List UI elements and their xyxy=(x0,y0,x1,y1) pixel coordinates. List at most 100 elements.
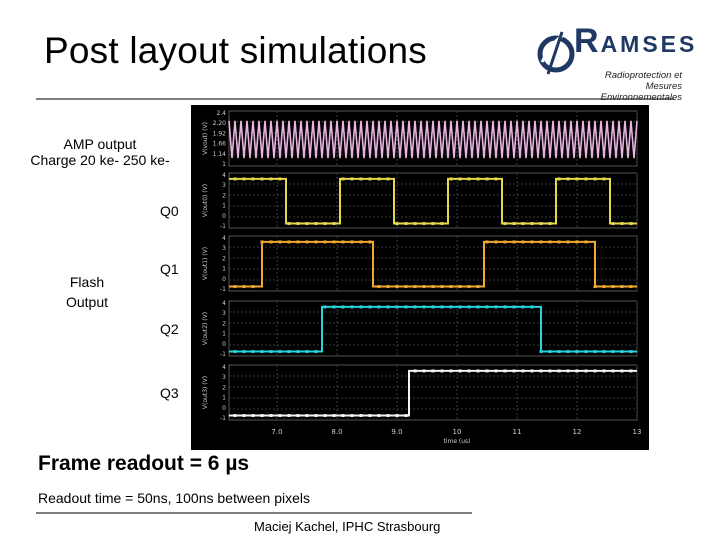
y-axis-label-2: V(out1) (V) xyxy=(202,247,209,280)
marker-q0 xyxy=(584,177,588,181)
y-tick-4-0: 4 xyxy=(222,364,226,371)
marker-q2 xyxy=(296,350,300,354)
marker-q0 xyxy=(413,222,417,226)
marker-q2 xyxy=(620,350,624,354)
title-divider xyxy=(36,98,674,100)
marker-q0 xyxy=(386,177,390,181)
marker-q0 xyxy=(629,222,633,226)
marker-q3 xyxy=(449,369,453,373)
marker-q1 xyxy=(620,285,624,289)
marker-q2 xyxy=(233,350,237,354)
marker-q2 xyxy=(494,305,498,309)
marker-q1 xyxy=(341,240,345,244)
flash-output-label: Flash Output xyxy=(65,274,109,310)
marker-q2 xyxy=(485,305,489,309)
marker-q2 xyxy=(449,305,453,309)
marker-q3 xyxy=(494,369,498,373)
marker-q2 xyxy=(359,305,363,309)
y-tick-3-3: 1 xyxy=(222,331,226,338)
marker-q1 xyxy=(323,240,327,244)
marker-q1 xyxy=(368,240,372,244)
marker-q2 xyxy=(629,350,633,354)
marker-q2 xyxy=(584,350,588,354)
y-tick-3-5: -1 xyxy=(220,351,226,358)
marker-q3 xyxy=(575,369,579,373)
trace-q1 xyxy=(229,240,637,288)
y-axis-label-3: V(out2) (V) xyxy=(202,312,209,345)
y-tick-2-1: 3 xyxy=(222,245,226,252)
logo-subtitle-1: Radioprotection et xyxy=(604,70,682,81)
marker-q2 xyxy=(467,305,471,309)
marker-q0 xyxy=(467,177,471,181)
y-tick-1-5: -1 xyxy=(220,223,226,230)
marker-q0 xyxy=(377,177,381,181)
marker-q0 xyxy=(422,222,426,226)
marker-q0 xyxy=(557,177,561,181)
marker-q0 xyxy=(278,177,282,181)
marker-q3 xyxy=(440,369,444,373)
marker-q3 xyxy=(503,369,507,373)
y-axis-label-0: V(vout) (V) xyxy=(202,122,209,155)
y-axis-label-1: V(out0) (V) xyxy=(202,184,209,217)
marker-q3 xyxy=(368,414,372,418)
marker-q0 xyxy=(485,177,489,181)
marker-q2 xyxy=(395,305,399,309)
marker-q0 xyxy=(503,222,507,226)
q0-label: Q0 xyxy=(160,203,179,219)
marker-q3 xyxy=(422,369,426,373)
marker-q0 xyxy=(620,222,624,226)
oscilloscope-chart: 2.4 2.20 1.92 1.66 1.14 1 V(vout) (V) 4 3 2 1 0 -1 V(… xyxy=(191,105,649,450)
y-tick-2-0: 4 xyxy=(222,235,226,242)
marker-q2 xyxy=(269,350,273,354)
marker-q0 xyxy=(260,177,264,181)
marker-q1 xyxy=(548,240,552,244)
globe-icon xyxy=(537,30,575,75)
footer-divider xyxy=(36,512,472,514)
marker-q3 xyxy=(458,369,462,373)
marker-q1 xyxy=(359,240,363,244)
marker-q2 xyxy=(386,305,390,309)
marker-q0 xyxy=(395,222,399,226)
y-tick-1-0: 4 xyxy=(222,172,226,179)
marker-q1 xyxy=(404,285,408,289)
marker-q0 xyxy=(530,222,534,226)
marker-q2 xyxy=(260,350,264,354)
marker-q3 xyxy=(260,414,264,418)
marker-q3 xyxy=(521,369,525,373)
x-tick-5: 12 xyxy=(573,428,582,436)
y-tick-3-2: 2 xyxy=(222,320,226,327)
y-tick-4-5: -1 xyxy=(220,415,226,422)
marker-q2 xyxy=(521,305,525,309)
marker-q1 xyxy=(512,240,516,244)
page-title: Post layout simulations xyxy=(44,30,428,71)
marker-q2 xyxy=(503,305,507,309)
q1-label: Q1 xyxy=(160,261,179,277)
marker-q1 xyxy=(386,285,390,289)
x-tick-4: 11 xyxy=(513,428,522,436)
marker-q0 xyxy=(251,177,255,181)
amp-output-label: AMP output Charge 20 ke- 250 ke- xyxy=(30,136,170,168)
marker-q2 xyxy=(512,305,516,309)
trace-q0 xyxy=(229,177,637,225)
marker-q0 xyxy=(314,222,318,226)
marker-q0 xyxy=(512,222,516,226)
x-tick-0: 7.0 xyxy=(271,428,282,436)
marker-q1 xyxy=(233,285,237,289)
marker-q3 xyxy=(251,414,255,418)
marker-q0 xyxy=(287,222,291,226)
marker-q1 xyxy=(305,240,309,244)
marker-q0 xyxy=(431,222,435,226)
marker-q2 xyxy=(548,350,552,354)
marker-q3 xyxy=(602,369,606,373)
y-tick-4-4: 0 xyxy=(222,405,226,412)
marker-q1 xyxy=(629,285,633,289)
marker-q3 xyxy=(611,369,615,373)
marker-q3 xyxy=(269,414,273,418)
marker-q3 xyxy=(566,369,570,373)
marker-q3 xyxy=(341,414,345,418)
marker-q2 xyxy=(323,305,327,309)
marker-q0 xyxy=(350,177,354,181)
marker-q3 xyxy=(395,414,399,418)
marker-q2 xyxy=(539,350,543,354)
footer-text: Maciej Kachel, IPHC Strasbourg xyxy=(254,519,441,534)
